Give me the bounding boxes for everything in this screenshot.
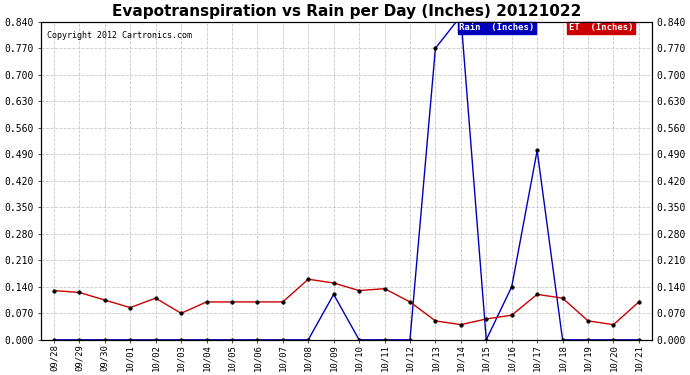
Text: Copyright 2012 Cartronics.com: Copyright 2012 Cartronics.com	[48, 31, 193, 40]
Text: Rain  (Inches): Rain (Inches)	[460, 23, 535, 32]
Title: Evapotranspiration vs Rain per Day (Inches) 20121022: Evapotranspiration vs Rain per Day (Inch…	[112, 4, 581, 19]
Text: ET  (Inches): ET (Inches)	[569, 23, 633, 32]
